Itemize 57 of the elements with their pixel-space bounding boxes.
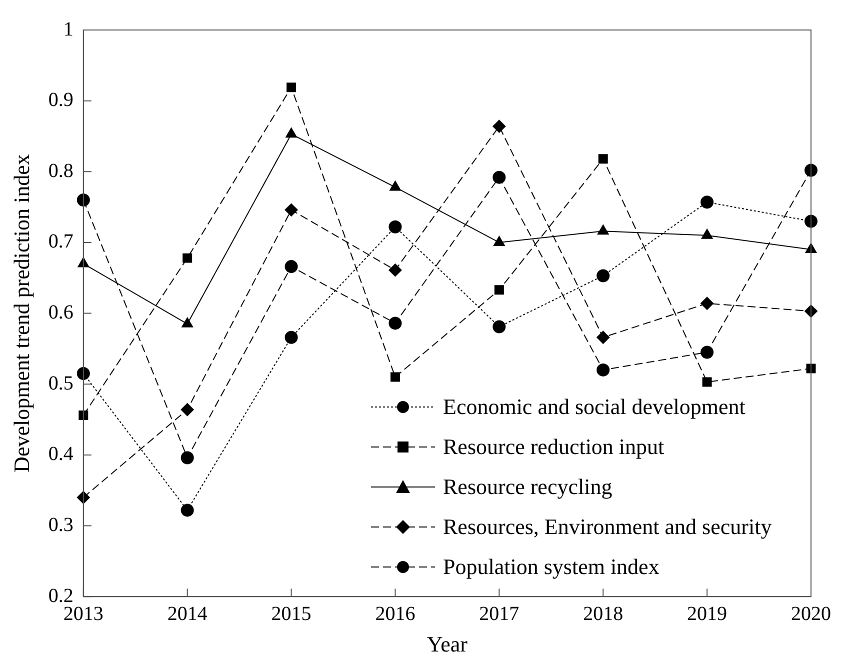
point	[388, 220, 402, 234]
legend-label: Resource reduction input	[443, 434, 664, 460]
point	[596, 330, 610, 344]
point	[286, 82, 296, 92]
point	[286, 128, 297, 138]
point	[700, 346, 714, 359]
point	[596, 363, 610, 376]
y-tick-label: 0.8	[48, 160, 74, 182]
point	[804, 214, 818, 228]
point	[700, 196, 714, 209]
y-axis-title: Development trend prediction index	[8, 154, 34, 472]
point	[388, 264, 402, 277]
y-tick-label: 0.3	[48, 514, 74, 536]
y-tick-label: 1	[63, 18, 74, 40]
x-tick-label: 2017	[479, 602, 520, 625]
x-tick-label: 2019	[687, 602, 728, 625]
y-tick-label: 0.7	[48, 230, 74, 253]
point	[492, 170, 506, 184]
point	[76, 367, 90, 380]
point	[284, 330, 298, 344]
legend-label: Resources, Environment and security	[443, 514, 772, 540]
point	[700, 296, 714, 310]
point	[390, 372, 400, 382]
point	[597, 224, 609, 235]
legend-label: Resource recycling	[443, 474, 612, 500]
x-tick-label: 2016	[375, 602, 416, 625]
point	[701, 228, 713, 239]
x-tick-label: 2014	[167, 602, 208, 625]
x-tick-label: 2020	[791, 602, 831, 625]
y-tick-label: 0.9	[48, 89, 74, 112]
point	[284, 260, 298, 274]
point	[702, 377, 712, 387]
point	[492, 320, 506, 334]
x-tick-label: 2018	[583, 602, 624, 625]
point	[390, 180, 401, 191]
point	[598, 154, 608, 164]
point	[76, 193, 90, 206]
point	[388, 316, 402, 330]
y-tick-label: 0.4	[48, 443, 74, 466]
point	[494, 285, 504, 295]
legend-label: Population system index	[443, 554, 660, 580]
point	[492, 120, 506, 133]
point	[182, 317, 194, 328]
legend-label: Economic and social development	[443, 394, 746, 420]
point	[78, 410, 88, 420]
point	[596, 269, 610, 282]
point	[493, 236, 505, 246]
y-tick-label: 0.5	[48, 372, 74, 394]
point	[180, 451, 194, 464]
point	[284, 203, 298, 216]
point	[180, 403, 194, 416]
x-tick-label: 2015	[271, 602, 312, 625]
x-axis-title: Year	[426, 632, 468, 657]
point	[182, 253, 192, 263]
point	[180, 504, 194, 517]
y-tick-label: 0.6	[48, 302, 74, 324]
point	[804, 164, 818, 177]
